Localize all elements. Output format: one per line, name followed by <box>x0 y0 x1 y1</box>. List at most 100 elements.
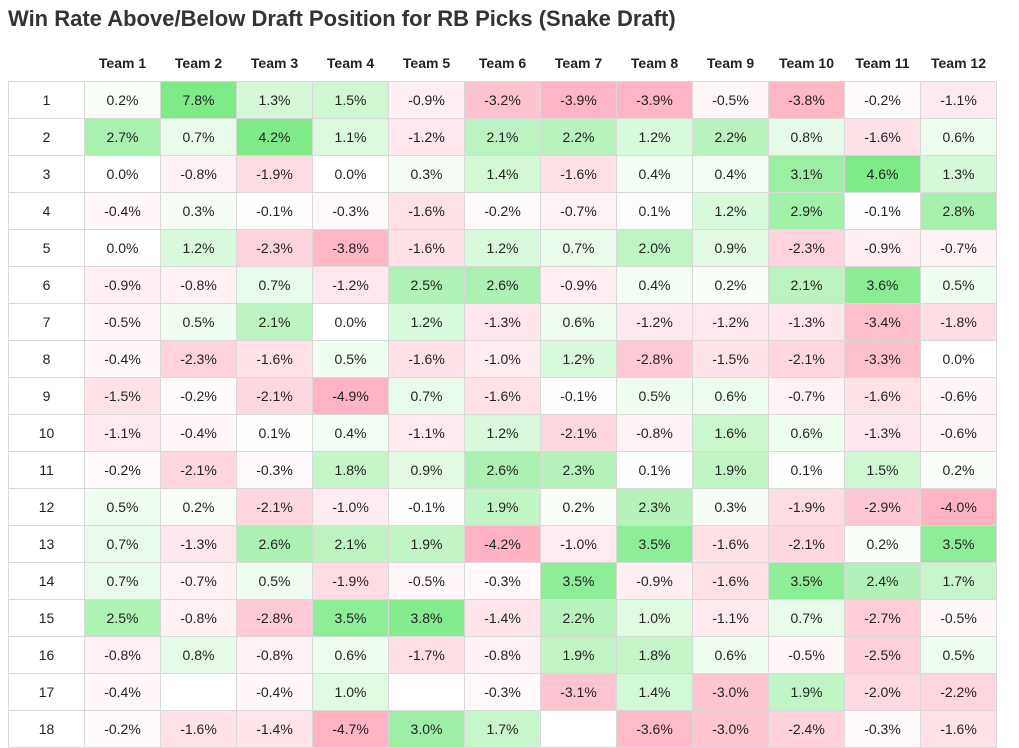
heatmap-cell: -0.9% <box>84 266 161 304</box>
row-label: 7 <box>8 303 85 341</box>
row-label: 16 <box>8 636 85 674</box>
heatmap-cell: 0.4% <box>692 155 769 193</box>
heatmap-cell: 1.6% <box>692 414 769 452</box>
heatmap-cell: -4.0% <box>920 488 997 526</box>
table-row: 10 -1.1% -0.4% 0.1% 0.4% -1.1% 1.2% -2.1% -0.8% 1… <box>8 414 997 452</box>
table-row: 9 -1.5% -0.2% -2.1% -4.9% 0.7% -1.6% -0.1% 0.5% 0… <box>8 377 997 415</box>
heatmap-cell: -1.8% <box>920 303 997 341</box>
heatmap-cell: 0.2% <box>692 266 769 304</box>
heatmap-cell: -0.5% <box>84 303 161 341</box>
heatmap-cell: -0.8% <box>236 636 313 674</box>
heatmap-cell: -2.8% <box>236 599 313 637</box>
heatmap-cell: 0.7% <box>84 525 161 563</box>
heatmap-cell: 0.5% <box>920 266 997 304</box>
row-label: 9 <box>8 377 85 415</box>
heatmap-cell: 3.8% <box>388 599 465 637</box>
heatmap-cell: -2.4% <box>768 710 845 748</box>
heatmap-cell: 1.3% <box>920 155 997 193</box>
table-row: 14 0.7% -0.7% 0.5% -1.9% -0.5% -0.3% 3.5% -0.9% -… <box>8 562 997 600</box>
heatmap-cell: -1.0% <box>464 340 541 378</box>
heatmap-cell: 0.5% <box>312 340 389 378</box>
heatmap-cell: 2.1% <box>464 118 541 156</box>
table-row: 5 0.0% 1.2% -2.3% -3.8% -1.6% 1.2% 0.7% 2.0% 0.9%… <box>8 229 997 267</box>
heatmap-cell: 0.3% <box>388 155 465 193</box>
row-label: 12 <box>8 488 85 526</box>
heatmap-cell: -0.5% <box>768 636 845 674</box>
heatmap-cell: -0.4% <box>84 192 161 230</box>
table-row: 8 -0.4% -2.3% -1.6% 0.5% -1.6% -1.0% 1.2% -2.8% -… <box>8 340 997 378</box>
heatmap-cell: 2.0% <box>616 229 693 267</box>
heatmap-cell: -0.3% <box>236 451 313 489</box>
heatmap-cell: -3.3% <box>844 340 921 378</box>
heatmap-cell: 1.4% <box>616 673 693 711</box>
heatmap-cell: 1.8% <box>312 451 389 489</box>
heatmap-cell: -2.3% <box>160 340 237 378</box>
table-row: 7 -0.5% 0.5% 2.1% 0.0% 1.2% -1.3% 0.6% -1.2% -1.2… <box>8 303 997 341</box>
heatmap-cell: 3.6% <box>844 266 921 304</box>
heatmap-cell: -1.6% <box>236 340 313 378</box>
heatmap-cell: 0.5% <box>160 303 237 341</box>
heatmap-cell: 0.4% <box>616 155 693 193</box>
heatmap-cell: -1.6% <box>844 377 921 415</box>
heatmap-cell: 4.2% <box>236 118 313 156</box>
heatmap-cell: 3.5% <box>768 562 845 600</box>
heatmap-cell: 0.8% <box>160 636 237 674</box>
heatmap-table: Team 1 Team 2 Team 3 Team 4 Team 5 Team 6 Team… <box>8 44 997 748</box>
heatmap-cell: 4.6% <box>844 155 921 193</box>
row-label: 8 <box>8 340 85 378</box>
heatmap-cell: -1.9% <box>768 488 845 526</box>
heatmap-cell: 0.2% <box>920 451 997 489</box>
heatmap-cell: 2.6% <box>236 525 313 563</box>
heatmap-cell: -1.3% <box>768 303 845 341</box>
heatmap-cell: 0.6% <box>692 377 769 415</box>
heatmap-cell: -1.6% <box>692 525 769 563</box>
heatmap-cell: 0.7% <box>236 266 313 304</box>
heatmap-cell: -3.6% <box>616 710 693 748</box>
heatmap-cell: -2.5% <box>844 636 921 674</box>
heatmap-cell: -1.6% <box>388 229 465 267</box>
heatmap-cell: 1.9% <box>540 636 617 674</box>
heatmap-cell: -0.8% <box>84 636 161 674</box>
heatmap-cell: -0.7% <box>540 192 617 230</box>
heatmap-cell: 0.6% <box>692 636 769 674</box>
heatmap-cell: 0.6% <box>768 414 845 452</box>
heatmap-cell: 3.0% <box>388 710 465 748</box>
heatmap-cell: 0.6% <box>920 118 997 156</box>
heatmap-cell: 0.7% <box>84 562 161 600</box>
row-label: 10 <box>8 414 85 452</box>
heatmap-cell: -1.2% <box>616 303 693 341</box>
column-header: Team 12 <box>931 54 986 71</box>
heatmap-cell: -0.2% <box>84 451 161 489</box>
heatmap-cell: 1.2% <box>464 229 541 267</box>
heatmap-cell: -0.5% <box>920 599 997 637</box>
heatmap-cell: -0.7% <box>920 229 997 267</box>
heatmap-cell: -2.1% <box>540 414 617 452</box>
heatmap-cell: -1.5% <box>692 340 769 378</box>
heatmap-cell: 1.7% <box>464 710 541 748</box>
row-label: 15 <box>8 599 85 637</box>
heatmap-cell: 0.3% <box>692 488 769 526</box>
heatmap-cell: 0.0% <box>312 155 389 193</box>
heatmap-cell: 0.7% <box>540 229 617 267</box>
heatmap-cell: -1.6% <box>160 710 237 748</box>
heatmap-cell: -1.3% <box>464 303 541 341</box>
heatmap-cell: 2.6% <box>464 266 541 304</box>
heatmap-cell: -2.1% <box>160 451 237 489</box>
heatmap-body: 1 0.2% 7.8% 1.3% 1.5% -0.9% -3.2% -3.9% -3.9% -0.… <box>8 81 997 748</box>
heatmap-cell: -2.3% <box>768 229 845 267</box>
heatmap-cell <box>160 673 237 711</box>
heatmap-cell: -0.2% <box>844 81 921 119</box>
table-row: 16 -0.8% 0.8% -0.8% 0.6% -1.7% -0.8% 1.9% 1.8% 0.… <box>8 636 997 674</box>
heatmap-cell: -1.3% <box>844 414 921 452</box>
heatmap-cell <box>388 673 465 711</box>
heatmap-cell: -1.1% <box>920 81 997 119</box>
heatmap-cell: 0.1% <box>768 451 845 489</box>
heatmap-cell: 2.5% <box>84 599 161 637</box>
heatmap-cell: -4.9% <box>312 377 389 415</box>
heatmap-cell: -3.9% <box>616 81 693 119</box>
heatmap-cell: -1.0% <box>540 525 617 563</box>
heatmap-cell: -0.1% <box>388 488 465 526</box>
heatmap-cell: -0.9% <box>616 562 693 600</box>
row-label: 5 <box>8 229 85 267</box>
table-row: 3 0.0% -0.8% -1.9% 0.0% 0.3% 1.4% -1.6% 0.4% 0.4%… <box>8 155 997 193</box>
